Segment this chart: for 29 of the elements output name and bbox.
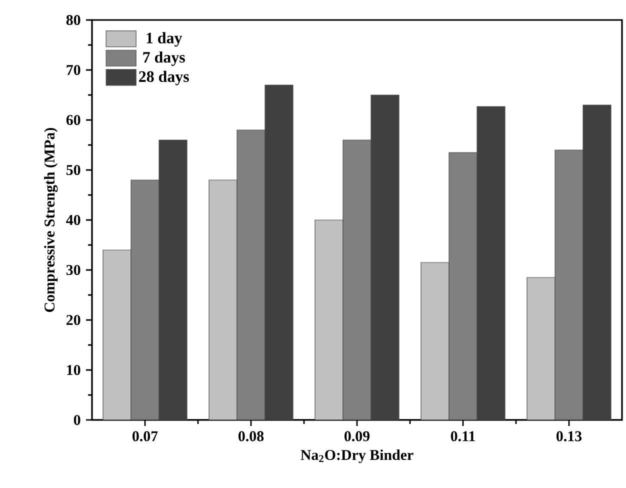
y-tick-label: 60 <box>66 114 80 126</box>
legend-label: 28 days <box>139 70 189 86</box>
x-tick-label: 0.11 <box>450 431 475 442</box>
x-tick-label: 0.08 <box>238 431 264 442</box>
y-tick-label: 40 <box>66 214 80 226</box>
y-tick-label: 50 <box>66 164 80 176</box>
bar <box>526 277 556 420</box>
legend-label: 7 days <box>143 51 185 66</box>
bar <box>449 152 478 420</box>
x-tick-label: 0.13 <box>556 431 582 442</box>
legend-label: 1 day <box>146 32 182 47</box>
bar <box>209 180 238 420</box>
bar <box>343 140 372 420</box>
x-axis-title: Na$_{2}$O:Dry Binder <box>300 449 414 464</box>
bar <box>131 180 160 420</box>
bar <box>103 250 132 420</box>
x-tick-label: 0.09 <box>344 431 370 442</box>
y-tick-label: 80 <box>66 14 80 26</box>
bar <box>315 220 344 420</box>
bar <box>554 150 584 420</box>
x-tick-label: 0.07 <box>132 431 158 442</box>
bar <box>421 262 450 420</box>
bar <box>237 130 266 420</box>
y-tick-label: 20 <box>66 314 80 326</box>
y-axis-title: Compressive Strength (MPa) <box>44 128 58 312</box>
y-tick-label: 30 <box>66 264 80 276</box>
y-tick-label: 70 <box>66 64 80 76</box>
y-tick-label: 0 <box>74 414 80 426</box>
y-tick-label: 10 <box>67 364 80 376</box>
